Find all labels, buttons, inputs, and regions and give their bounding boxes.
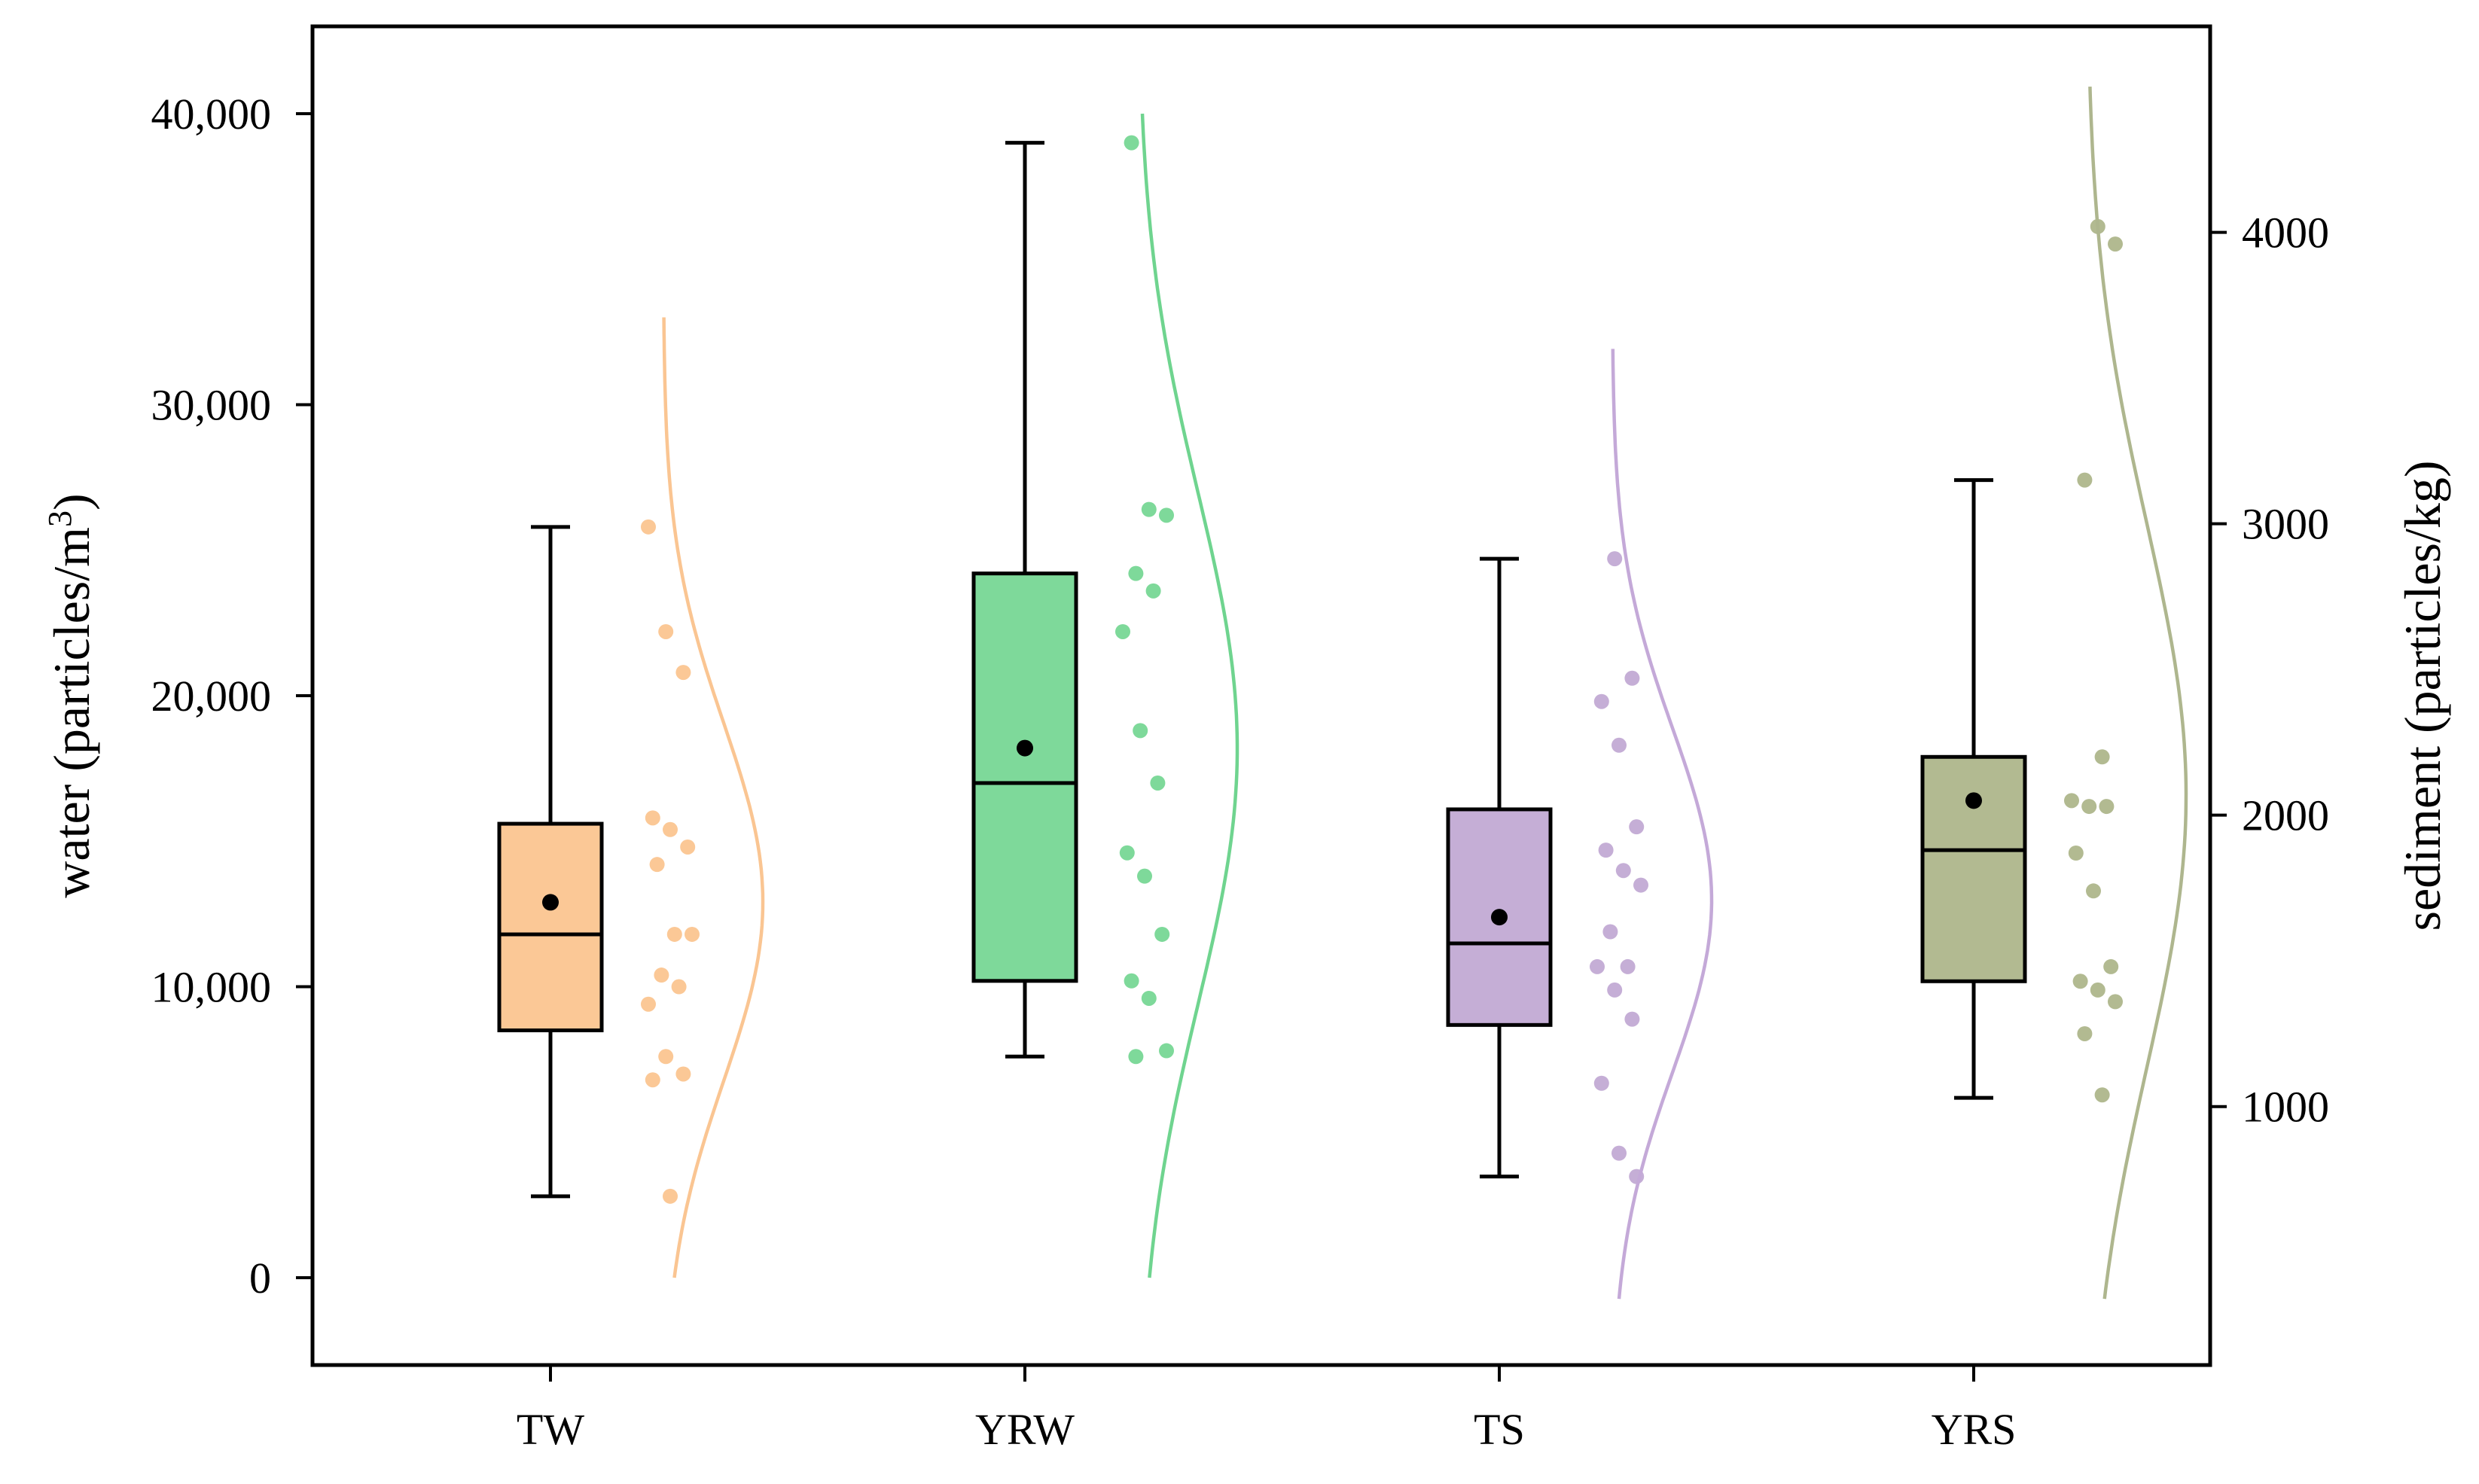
- right-tick-label: 4000: [2242, 209, 2329, 257]
- data-point: [1150, 775, 1166, 791]
- data-point: [1598, 843, 1614, 858]
- data-point: [1115, 623, 1130, 639]
- data-point: [1633, 877, 1648, 893]
- mean-marker: [1965, 792, 1982, 809]
- data-point: [1128, 1049, 1144, 1065]
- data-point: [671, 979, 687, 995]
- data-point: [1119, 845, 1135, 861]
- data-point: [645, 810, 660, 826]
- data-point: [2094, 749, 2110, 765]
- group-yrw: [971, 113, 1240, 1278]
- data-point: [2072, 974, 2088, 989]
- data-point: [2108, 236, 2123, 252]
- data-point: [2108, 994, 2123, 1010]
- data-point: [1128, 565, 1144, 581]
- data-point: [2094, 1087, 2110, 1103]
- data-point: [2064, 793, 2079, 809]
- data-point: [1124, 135, 1139, 151]
- data-point: [1133, 723, 1148, 739]
- left-tick-label: 40,000: [151, 90, 272, 139]
- data-point: [641, 996, 656, 1012]
- plot-frame: [310, 24, 2212, 1367]
- x-tick-label: YRS: [1932, 1405, 2017, 1454]
- mean-marker: [542, 894, 559, 911]
- right-tick-label: 3000: [2242, 500, 2329, 549]
- data-point: [663, 1188, 678, 1204]
- data-point: [663, 821, 678, 837]
- data-point: [1141, 990, 1157, 1006]
- data-point: [2068, 845, 2084, 861]
- data-point: [685, 926, 700, 942]
- iqr-box: [497, 821, 604, 1032]
- left-tick-label: 30,000: [151, 380, 272, 429]
- data-point: [2099, 799, 2115, 815]
- data-point: [1145, 583, 1161, 599]
- data-point: [1615, 863, 1631, 879]
- data-point: [1624, 1011, 1640, 1027]
- left-axis: 0 10,000 20,000 30,000 40,000: [151, 90, 313, 1303]
- density-curve: [662, 317, 765, 1278]
- data-point: [680, 839, 696, 855]
- x-tick-label: YRW: [975, 1405, 1075, 1454]
- data-point: [2077, 472, 2093, 488]
- mean-marker: [1017, 739, 1033, 757]
- data-point: [1620, 958, 1636, 974]
- data-point: [1137, 868, 1152, 884]
- data-point: [1612, 737, 1627, 753]
- y-axis-title-left-text: water (particles/m: [43, 527, 100, 898]
- box-groups: [497, 87, 2188, 1300]
- data-point: [658, 1049, 674, 1065]
- data-point: [1124, 973, 1139, 989]
- iqr-box: [1920, 754, 2027, 983]
- right-tick-label: 2000: [2242, 791, 2329, 840]
- data-point: [1141, 501, 1157, 517]
- y-axis-title-left-superscript: 3: [41, 510, 78, 527]
- data-point: [1607, 551, 1623, 567]
- data-point: [2077, 1025, 2093, 1041]
- data-point: [2103, 958, 2119, 974]
- data-point: [1624, 670, 1640, 686]
- left-tick-label: 10,000: [151, 963, 272, 1012]
- data-point: [1159, 507, 1174, 523]
- group-yrs: [1920, 87, 2188, 1300]
- data-point: [1602, 924, 1618, 940]
- mean-marker: [1491, 909, 1508, 926]
- data-point: [675, 665, 691, 681]
- data-point: [649, 857, 665, 873]
- x-tick-label: TS: [1474, 1405, 1525, 1454]
- data-point: [1154, 926, 1170, 942]
- y-axis-title-right: sediment (particles/kg): [2394, 460, 2451, 931]
- right-tick-label: 1000: [2242, 1083, 2329, 1132]
- density-curve: [1611, 349, 1714, 1300]
- data-point: [1159, 1043, 1174, 1059]
- x-axis: TW YRW TS YRS: [517, 1365, 2017, 1454]
- data-point: [645, 1072, 660, 1088]
- data-point: [2086, 883, 2101, 899]
- y-axis-title-left: water (particles/m3): [41, 493, 101, 897]
- group-tw: [497, 317, 765, 1278]
- left-tick-label: 20,000: [151, 672, 272, 721]
- data-point: [1607, 982, 1623, 998]
- data-point: [1593, 693, 1609, 709]
- data-point: [2081, 799, 2097, 815]
- y-axis-title-left-close: ): [43, 493, 100, 510]
- data-point: [641, 519, 656, 535]
- data-point: [2090, 982, 2105, 998]
- data-point: [654, 967, 669, 983]
- density-curve: [2088, 87, 2188, 1300]
- data-point: [1590, 958, 1605, 974]
- data-point: [1629, 819, 1645, 835]
- data-point: [1612, 1145, 1627, 1161]
- density-curve: [1140, 113, 1240, 1278]
- data-point: [666, 926, 682, 942]
- data-point: [1593, 1075, 1609, 1091]
- group-ts: [1446, 349, 1714, 1300]
- data-point: [658, 623, 674, 639]
- right-axis: 1000 2000 3000 4000: [2210, 209, 2329, 1132]
- x-tick-label: TW: [517, 1405, 584, 1454]
- iqr-box: [971, 571, 1078, 983]
- data-point: [675, 1066, 691, 1082]
- left-tick-label: 0: [249, 1254, 271, 1303]
